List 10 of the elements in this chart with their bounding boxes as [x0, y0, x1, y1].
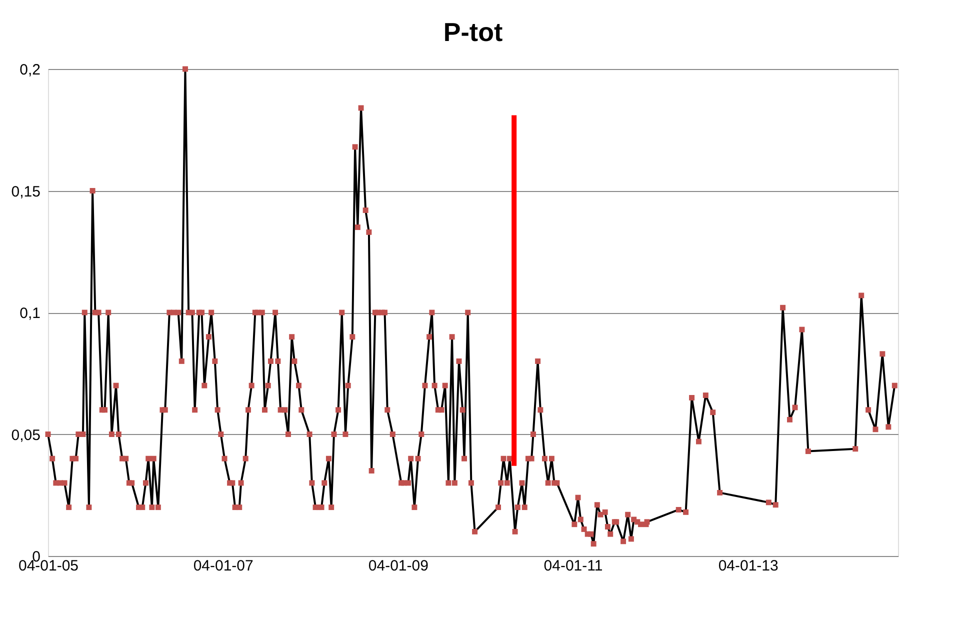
x-tick-label: 04-01-11 — [544, 558, 603, 574]
y-tick-label: 0,1 — [20, 305, 40, 322]
y-tick-label: 0 — [32, 548, 40, 566]
y-tick-label: 0,15 — [11, 183, 40, 200]
x-tick-label: 04-01-13 — [718, 558, 778, 574]
x-tick-label: 04-01-09 — [368, 558, 428, 574]
chart-title: P-tot — [443, 17, 503, 47]
y-tick-label: 0,2 — [20, 62, 40, 78]
x-tick-label: 04-01-07 — [193, 558, 254, 574]
y-tick-label: 0,05 — [11, 426, 40, 444]
